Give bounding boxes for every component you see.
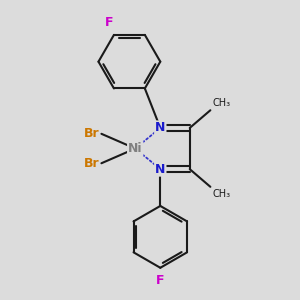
Text: N: N: [155, 122, 166, 134]
Text: Ni: Ni: [128, 142, 142, 155]
Text: CH₃: CH₃: [213, 98, 231, 108]
Text: N: N: [155, 163, 166, 176]
Text: Br: Br: [84, 157, 100, 170]
Text: F: F: [156, 274, 165, 287]
Text: F: F: [105, 16, 114, 29]
Text: Br: Br: [84, 127, 100, 140]
Text: CH₃: CH₃: [213, 189, 231, 199]
